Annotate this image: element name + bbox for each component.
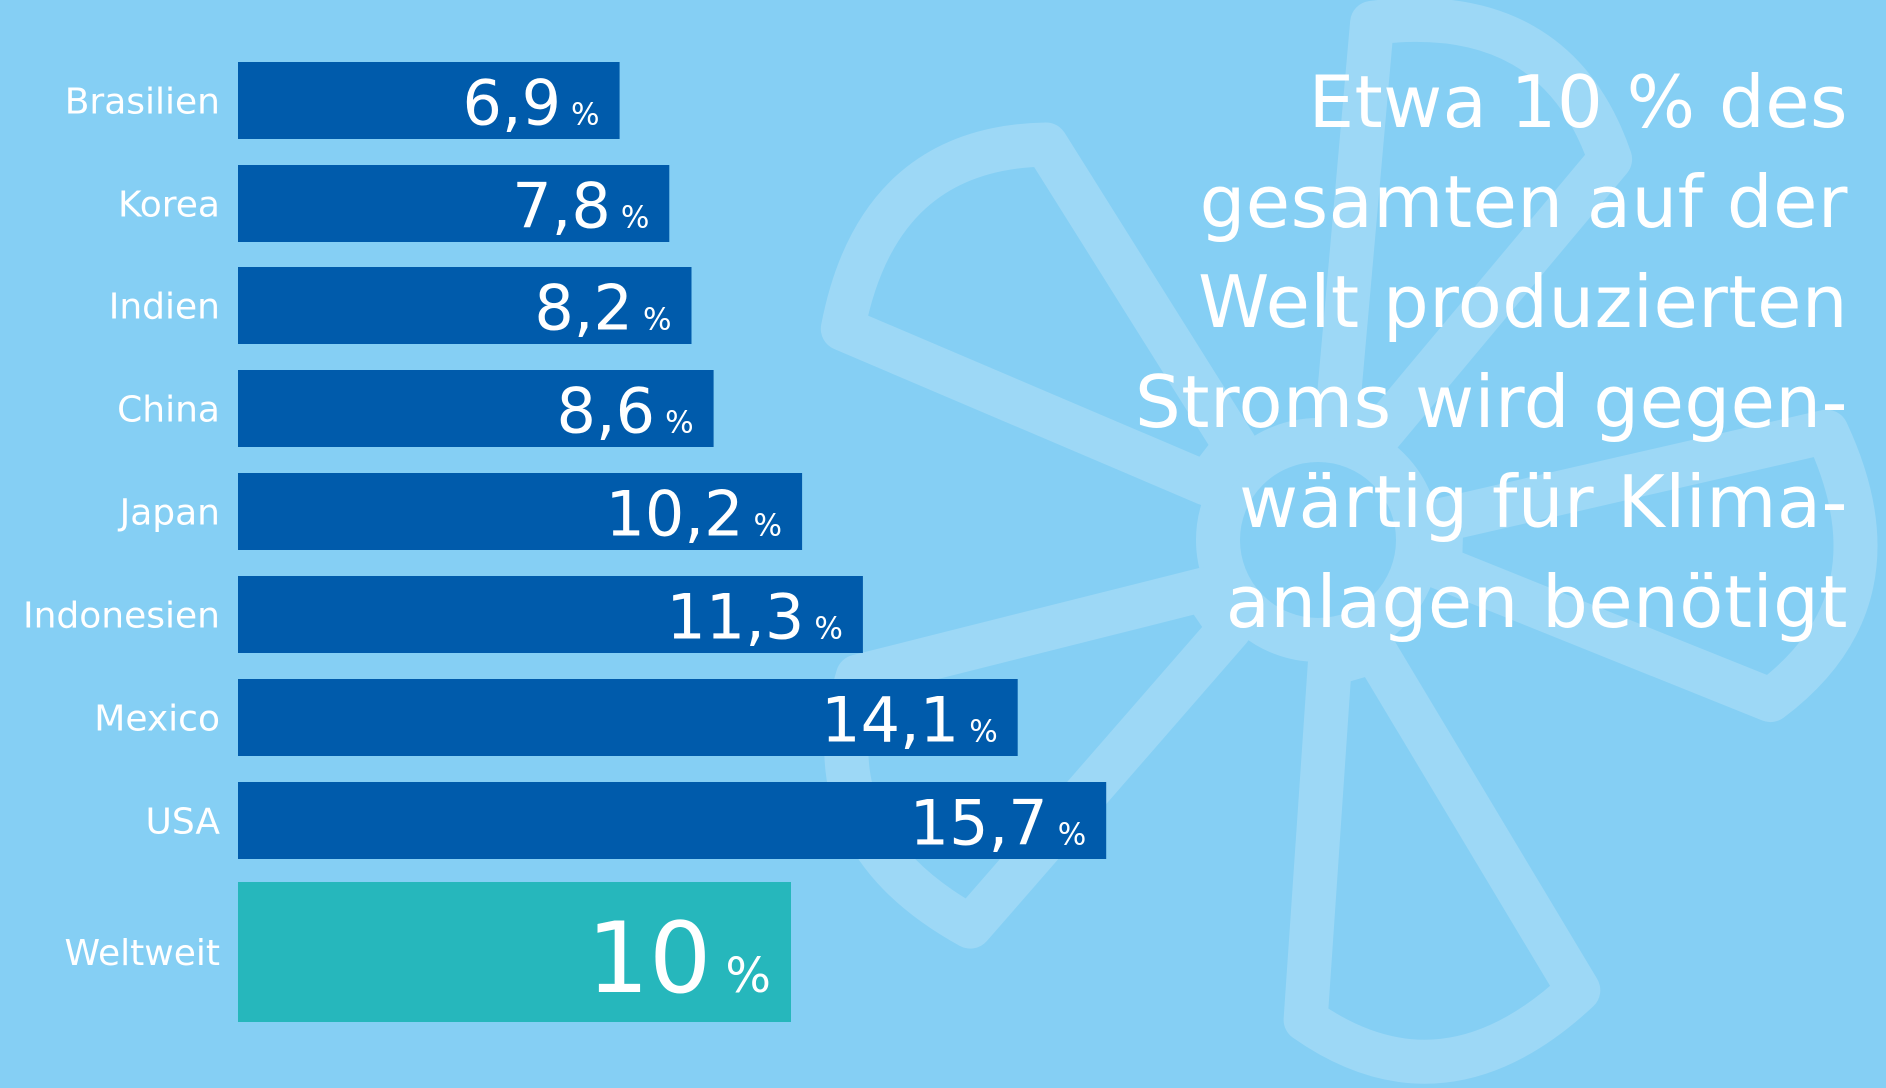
category-label: Japan: [118, 493, 220, 534]
category-label: Indonesien: [23, 596, 220, 637]
bar-mexico: [238, 679, 1018, 756]
bar-china: [238, 370, 714, 447]
value-unit: %: [571, 98, 600, 133]
bar-indien: [238, 267, 692, 344]
fan-blade: [820, 122, 1258, 506]
value-number: 11,3: [666, 581, 804, 654]
value-label: 7,8%: [512, 170, 649, 243]
value-number: 7,8: [512, 170, 611, 243]
value-unit: %: [814, 612, 843, 647]
bar-indonesien: [238, 576, 863, 653]
headline-line: Etwa 10 % des: [1308, 60, 1848, 144]
value-number: 8,2: [534, 272, 633, 345]
value-unit: %: [969, 715, 998, 750]
value-number: 15,7: [910, 787, 1048, 860]
bar-brasilien: [238, 62, 620, 139]
fan-blade: [1418, 409, 1878, 723]
bar-korea: [238, 165, 670, 242]
headline-line: Welt produzierten: [1198, 260, 1848, 344]
value-label: 6,9%: [462, 67, 599, 140]
headline-line: gesamten auf der: [1199, 160, 1848, 244]
value-number: 6,9: [462, 67, 561, 140]
bar-weltweit: [238, 882, 791, 1022]
fan-blade: [1315, 0, 1633, 455]
category-label: Indien: [109, 287, 220, 328]
value-label: 11,3%: [666, 581, 843, 654]
value-unit: %: [754, 509, 783, 544]
value-label: 15,7%: [910, 787, 1087, 860]
category-label: Brasilien: [65, 82, 220, 123]
value-label: 8,2%: [534, 272, 671, 345]
headline-line: anlagen benötigt: [1225, 560, 1848, 644]
category-label: USA: [146, 802, 221, 843]
fan-blade: [1283, 629, 1601, 1084]
headline: Etwa 10 % des gesamten auf der Welt prod…: [1048, 52, 1848, 652]
value-unit: %: [1058, 818, 1087, 853]
category-label: China: [117, 390, 220, 431]
value-label: 10,2%: [605, 478, 782, 551]
bar-usa: [238, 782, 1107, 859]
bar-japan: [238, 473, 803, 550]
value-unit: %: [665, 406, 694, 441]
fan-hub: [1196, 418, 1440, 662]
value-number: 10: [587, 902, 712, 1016]
value-unit: %: [725, 948, 771, 1004]
value-number: 10,2: [605, 478, 743, 551]
category-label: Korea: [118, 185, 220, 226]
value-label: 8,6%: [556, 375, 693, 448]
value-label: 10%: [587, 902, 771, 1016]
value-number: 8,6: [556, 375, 655, 448]
headline-line: Stroms wird gegen-: [1135, 360, 1848, 444]
value-label: 14,1%: [821, 684, 998, 757]
value-number: 14,1: [821, 684, 959, 757]
category-label: Mexico: [94, 699, 220, 740]
category-label: Weltweit: [65, 933, 220, 974]
value-unit: %: [621, 201, 650, 236]
value-unit: %: [643, 303, 672, 338]
headline-line: wärtig für Klima-: [1239, 460, 1848, 544]
